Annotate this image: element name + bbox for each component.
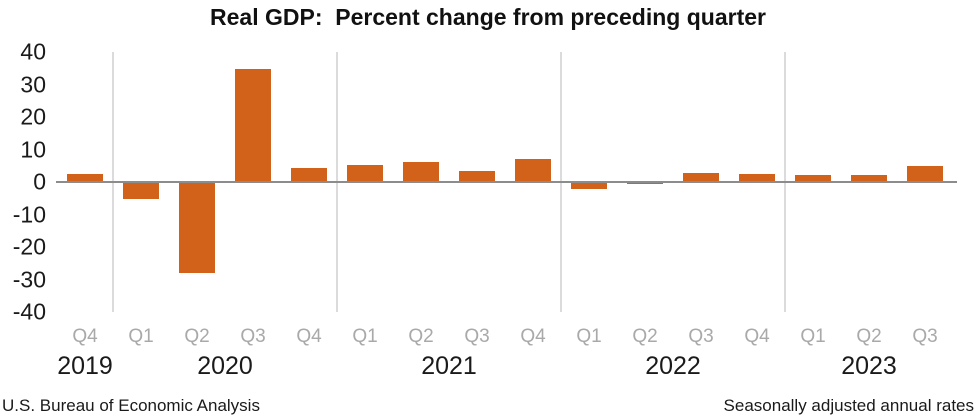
- bar-2019-q4: [67, 173, 103, 182]
- x-axis-quarter-label-2020-q1: Q1: [128, 326, 154, 347]
- bar-2023-q1: [795, 174, 831, 182]
- x-axis-quarter-label-2021-q1: Q1: [352, 326, 378, 347]
- x-axis-quarter-label-2019-q4: Q4: [72, 326, 98, 347]
- bar-2022-q1: [571, 182, 607, 189]
- bar-2020-q2: [179, 182, 215, 273]
- y-axis-tick-label--10: -10: [12, 201, 46, 227]
- x-axis-quarter-label-2020-q3: Q3: [240, 326, 266, 347]
- adjustment-note-text: Seasonally adjusted annual rates: [723, 396, 974, 415]
- bar-2021-q1: [347, 165, 383, 182]
- zero-axis-line: [56, 181, 957, 183]
- x-axis-quarter-label-2020-q4: Q4: [296, 326, 322, 347]
- chart-title: Real GDP: Percent change from preceding …: [210, 4, 766, 30]
- x-axis-quarter-label-2022-q3: Q3: [688, 326, 714, 347]
- x-axis-quarter-label-2022-q1: Q1: [576, 326, 602, 347]
- x-axis-year-label-2023: 2023: [841, 352, 897, 380]
- x-axis-quarter-label-2021-q2: Q2: [408, 326, 434, 347]
- x-axis-year-label-2019: 2019: [57, 352, 113, 380]
- x-axis-quarter-label-2021-q3: Q3: [464, 326, 490, 347]
- y-axis-tick-label-0: 0: [33, 168, 46, 195]
- y-axis-tick-label--20: -20: [12, 233, 46, 260]
- y-axis-tick-label-30: 30: [20, 71, 46, 97]
- y-axis-tick-label-40: 40: [20, 38, 46, 65]
- y-axis-tick-label--30: -30: [12, 266, 46, 292]
- x-axis-quarter-label-2022-q2: Q2: [632, 326, 658, 347]
- x-axis-year-label-2021: 2021: [421, 352, 477, 380]
- x-axis-quarter-label-2022-q4: Q4: [744, 326, 770, 347]
- x-axis-quarter-label-2020-q2: Q2: [184, 326, 210, 347]
- bar-2023-q3: [907, 166, 943, 182]
- x-axis-quarter-label-2023-q2: Q2: [856, 326, 882, 347]
- x-axis-year-label-2020: 2020: [197, 352, 253, 380]
- bar-2021-q4: [515, 159, 551, 183]
- bar-2020-q4: [291, 168, 327, 182]
- x-axis-year-label-2022: 2022: [645, 352, 701, 380]
- x-axis-quarter-label-2021-q4: Q4: [520, 326, 546, 347]
- bar-2020-q3: [235, 68, 271, 182]
- plot-area: [56, 52, 957, 312]
- bar-2023-q2: [851, 175, 887, 182]
- bar-2021-q3: [459, 171, 495, 182]
- source-attribution-text: U.S. Bureau of Economic Analysis: [2, 396, 260, 415]
- x-axis-quarter-label-2023-q3: Q3: [912, 326, 938, 347]
- x-axis-quarter-label-2023-q1: Q1: [800, 326, 826, 347]
- y-axis-tick-label--40: -40: [12, 298, 46, 325]
- bar-2022-q4: [739, 173, 775, 182]
- y-axis-tick-label-10: 10: [20, 136, 46, 162]
- bar-2020-q1: [123, 182, 159, 200]
- bar-2022-q3: [683, 173, 719, 182]
- bar-2021-q2: [403, 161, 439, 182]
- y-axis-tick-label-20: 20: [20, 103, 46, 130]
